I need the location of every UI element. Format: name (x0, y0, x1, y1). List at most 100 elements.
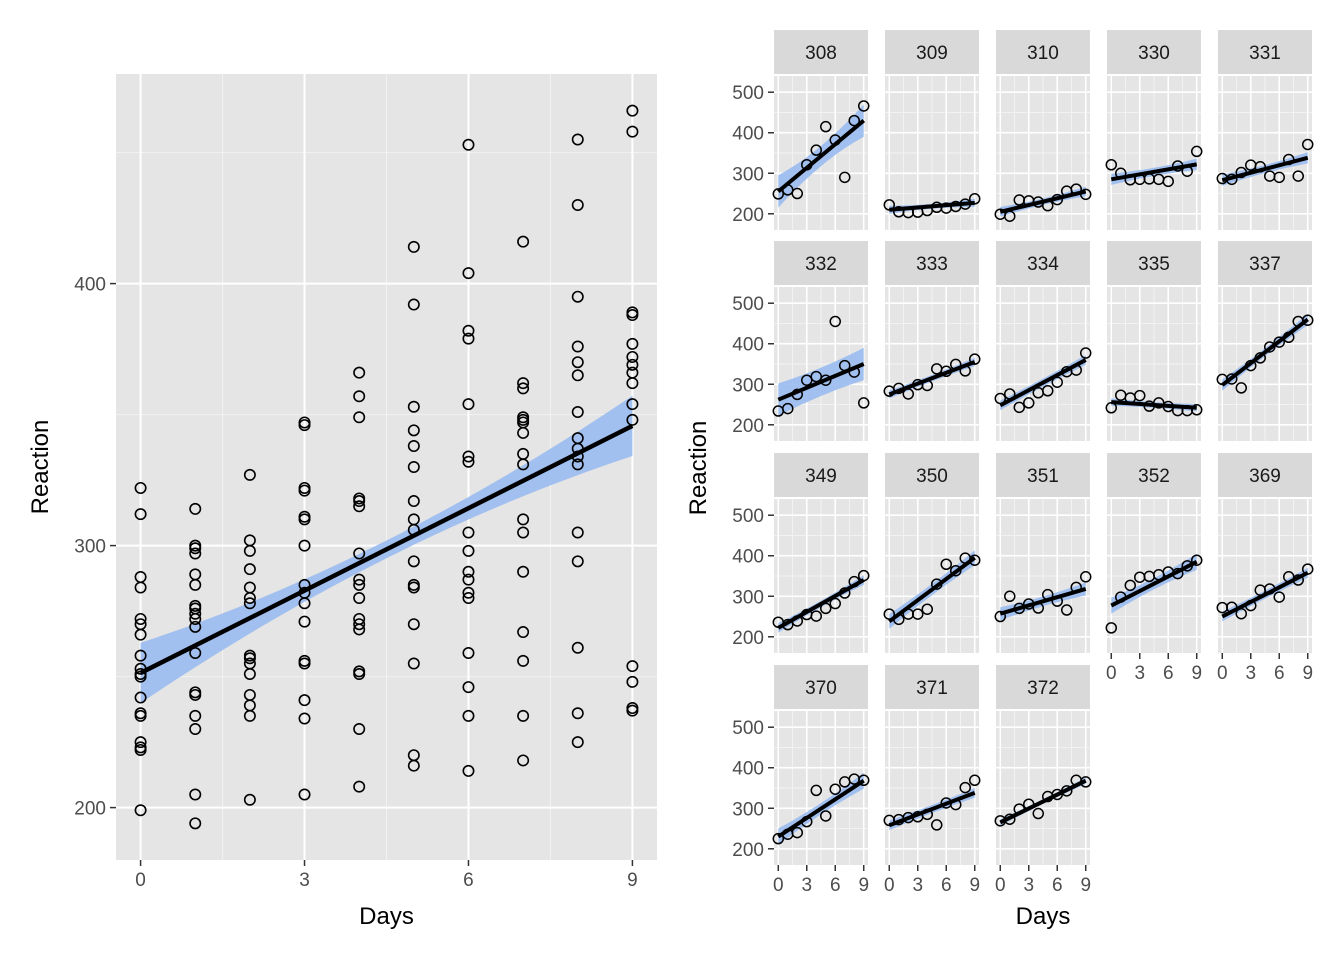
facet-y-tick-label: 200 (732, 205, 764, 226)
main-data-point (517, 565, 530, 578)
main-data-point (571, 290, 584, 303)
main-data-point (134, 709, 147, 722)
main-y-tick-label: 400 (74, 275, 106, 296)
main-data-point (462, 526, 475, 539)
facet-y-tick-label: 500 (732, 506, 764, 527)
main-data-point (462, 332, 475, 345)
facet-panel-337: 337 (1216, 241, 1314, 441)
main-data-point (462, 681, 475, 694)
facet-y-tick-label: 400 (732, 124, 764, 145)
facet-strip (996, 453, 1090, 497)
main-data-point (189, 788, 202, 801)
main-data-point (462, 398, 475, 411)
main-data-point (189, 612, 202, 625)
facet-fit-line (777, 779, 865, 839)
facet-strip-label: 330 (1138, 43, 1170, 64)
facet-x-tick-label: 0 (773, 875, 784, 896)
facet-data-point (968, 353, 981, 365)
main-data-point (571, 641, 584, 654)
facet-data-point (930, 819, 943, 831)
facet-strip (1107, 241, 1201, 285)
main-data-point (189, 542, 202, 555)
facet-strip-label: 308 (805, 43, 837, 64)
facet-y-tick-label: 200 (732, 840, 764, 861)
main-data-point (462, 138, 475, 151)
facet-data-point (1190, 554, 1203, 566)
facet-data-point (1023, 397, 1035, 409)
main-data-point (189, 722, 202, 735)
main-data-point (353, 390, 366, 403)
main-data-point (353, 495, 366, 508)
facet-data-point (1105, 622, 1118, 634)
main-data-point (462, 544, 475, 557)
main-data-point (189, 578, 202, 591)
main-data-point (243, 652, 256, 665)
facet-strip (1107, 30, 1201, 74)
facet-fit-line (888, 790, 976, 828)
main-data-point (189, 688, 202, 701)
main-y-tick-label: 300 (74, 537, 106, 558)
main-data-point (517, 426, 530, 439)
facet-y-tick-label: 300 (732, 164, 764, 185)
facet-fit-line (889, 200, 975, 212)
facet-y-tick-label: 200 (732, 628, 764, 649)
facet-y-tick-label: 400 (732, 759, 764, 780)
main-data-point (571, 707, 584, 720)
facet-fit-line (1221, 317, 1309, 387)
main-data-point (134, 741, 147, 754)
facet-x-tick-label: 9 (1080, 875, 1091, 896)
main-data-point (517, 458, 530, 471)
facet-panel-335: 335 (1105, 241, 1203, 441)
facet-strip (996, 30, 1090, 74)
facet-data-point (1162, 175, 1174, 188)
facet-x-tick-label: 6 (941, 875, 952, 896)
facet-strip (885, 665, 979, 709)
main-data-point (626, 660, 639, 673)
facet-y-tick-label: 300 (732, 375, 764, 396)
main-data-point (298, 484, 311, 497)
main-data-point (189, 620, 202, 633)
facet-y-tick-label: 300 (732, 587, 764, 608)
facet-strip (774, 453, 868, 497)
main-data-point (298, 419, 311, 432)
main-data-point (626, 337, 639, 350)
facet-panel-333: 333 (883, 241, 981, 441)
main-data-point (626, 704, 639, 717)
main-data-point (189, 547, 202, 560)
facet-fit-line (888, 556, 976, 623)
facet-x-tick-label: 0 (995, 875, 1006, 896)
main-data-point (462, 565, 475, 578)
main-x-tick-label: 3 (299, 870, 310, 891)
main-data-point (462, 573, 475, 586)
facet-strip-label: 370 (805, 678, 837, 699)
facet-strip-label: 332 (805, 254, 837, 275)
facet-data-point (801, 374, 813, 386)
main-x-tick-label: 9 (627, 870, 638, 891)
facet-strip-label: 309 (916, 43, 948, 64)
main-data-point (189, 817, 202, 830)
main-data-point (353, 366, 366, 379)
main-data-point (407, 240, 420, 253)
facet-data-point (810, 610, 823, 622)
facet-data-point (959, 781, 971, 794)
main-data-point (571, 405, 584, 418)
facet-panel-350: 350 (883, 453, 981, 653)
facet-data-point (1041, 384, 1054, 397)
facet-strip-label: 337 (1249, 254, 1281, 275)
facet-panel-370: 370 200 300 400 500 0 3 6 9 (732, 665, 870, 896)
main-data-point (517, 709, 530, 722)
facet-strip (1107, 453, 1201, 497)
facet-x-tick-label: 6 (1052, 875, 1063, 896)
facet-fit-line (1221, 155, 1309, 183)
facet-y-tick-label: 400 (732, 335, 764, 356)
main-data-point (626, 104, 639, 117)
main-data-point (407, 618, 420, 631)
facet-data-point (1079, 571, 1092, 583)
facet-panel-349: 349 200 300 400 500 (732, 453, 870, 653)
main-data-point (353, 667, 366, 680)
facet-strip (1218, 30, 1312, 74)
main-data-point (626, 398, 639, 411)
main-data-point (134, 612, 147, 625)
